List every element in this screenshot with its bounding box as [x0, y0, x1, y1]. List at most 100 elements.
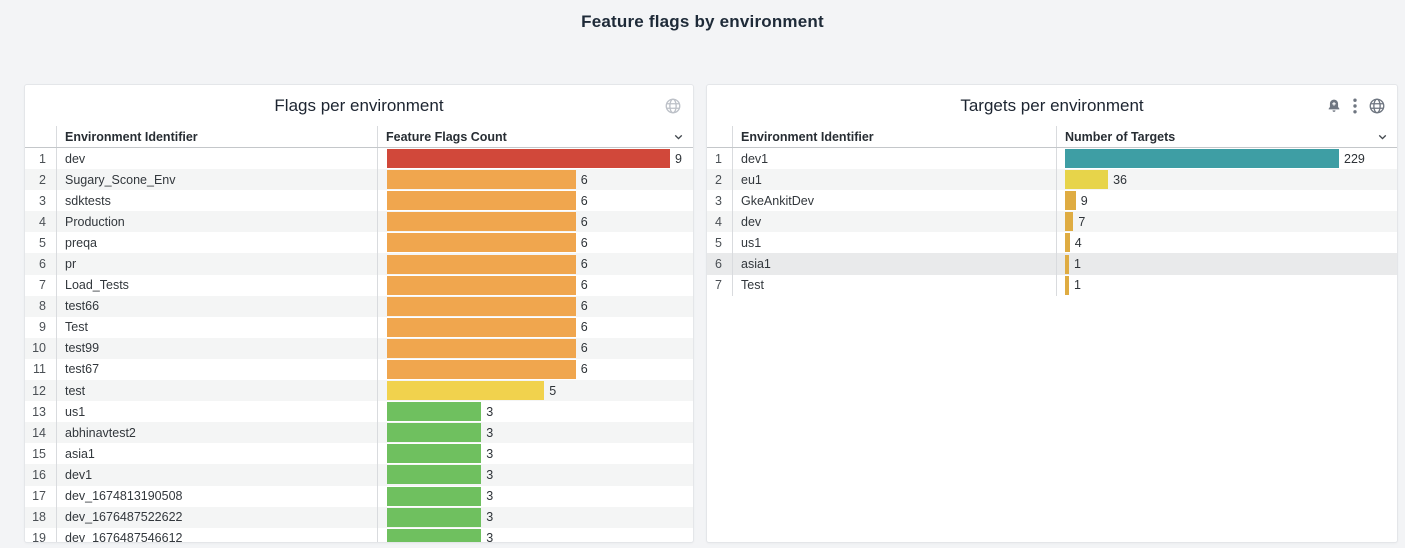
value-bar	[1065, 212, 1074, 232]
environment-name: dev_1674813190508	[56, 485, 377, 507]
panel-title: Targets per environment	[960, 95, 1144, 115]
table-row: 6 pr 6	[25, 253, 693, 275]
row-number: 2	[715, 172, 722, 187]
globe-icon[interactable]	[664, 97, 682, 115]
bar-value-label: 3	[486, 425, 494, 440]
row-number: 9	[39, 320, 46, 335]
environment-name: us1	[732, 232, 1056, 254]
column-header-environment[interactable]: Environment Identifier	[732, 126, 1056, 147]
bar-value-label: 6	[580, 341, 588, 356]
row-number: 3	[715, 193, 722, 208]
table-row: 8 test66 6	[25, 295, 693, 317]
chevron-down-icon[interactable]	[672, 130, 685, 143]
panel-targets-per-environment: Targets per environment	[706, 84, 1398, 543]
environment-name: preqa	[56, 232, 377, 254]
environment-name: pr	[56, 253, 377, 275]
bar-value-label: 6	[580, 193, 588, 208]
environment-name: Load_Tests	[56, 274, 377, 296]
bar-value-label: 6	[580, 320, 588, 335]
bar-cell: 6	[377, 169, 693, 191]
bar-cell: 6	[377, 337, 693, 359]
bar-cell: 1	[1056, 253, 1397, 275]
bar-value-label: 9	[675, 151, 682, 166]
bar-value-label: 1	[1074, 257, 1081, 272]
environment-name: dev	[56, 148, 377, 170]
bar-value-label: 1	[1074, 278, 1081, 293]
bar-cell: 9	[1056, 190, 1397, 212]
environment-name: dev_1676487546612	[56, 527, 377, 542]
table-row: 3 sdktests 6	[25, 190, 693, 212]
value-bar	[387, 233, 576, 253]
value-bar	[387, 423, 482, 443]
value-bar	[387, 149, 670, 169]
value-bar	[387, 381, 545, 401]
bar-value-label: 36	[1113, 172, 1127, 187]
bar-value-label: 6	[580, 235, 588, 250]
bar-value-label: 3	[486, 489, 494, 504]
value-bar	[1065, 254, 1069, 274]
bar-cell: 4	[1056, 232, 1397, 254]
row-number: 8	[39, 299, 46, 314]
bar-value-label: 6	[580, 278, 588, 293]
value-bar	[1065, 233, 1070, 253]
table-row: 17 dev_1674813190508 3	[25, 485, 693, 507]
row-number: 7	[715, 278, 722, 293]
value-bar	[387, 507, 482, 527]
table-header: Environment Identifier Feature Flags Cou…	[25, 126, 693, 148]
column-header-environment[interactable]: Environment Identifier	[56, 126, 377, 147]
bar-cell: 7	[1056, 211, 1397, 233]
kebab-menu-icon[interactable]	[1353, 98, 1357, 114]
row-number: 4	[39, 214, 46, 229]
table-row: 1 dev1 229	[707, 148, 1397, 170]
table-row: 4 Production 6	[25, 211, 693, 233]
row-number: 1	[39, 151, 46, 166]
dashboard-title: Feature flags by environment	[581, 12, 824, 31]
value-bar	[1065, 170, 1109, 190]
column-header-targets[interactable]: Number of Targets	[1056, 126, 1397, 147]
bar-value-label: 6	[580, 172, 588, 187]
bar-value-label: 3	[486, 404, 494, 419]
bar-value-label: 6	[580, 257, 588, 272]
bar-value-label: 7	[1078, 214, 1086, 229]
column-header-count[interactable]: Feature Flags Count	[377, 126, 693, 147]
row-number: 3	[39, 193, 46, 208]
bar-cell: 3	[377, 422, 693, 444]
row-number: 1	[715, 151, 722, 166]
table-row: 10 test99 6	[25, 337, 693, 359]
bar-cell: 36	[1056, 169, 1397, 191]
table-row: 2 eu1 36	[707, 169, 1397, 191]
value-bar	[387, 212, 576, 232]
bar-value-label: 6	[580, 214, 588, 229]
table-row: 3 GkeAnkitDev 9	[707, 190, 1397, 212]
bar-value-label: 3	[486, 531, 494, 543]
row-number-header	[25, 126, 56, 147]
row-number: 2	[39, 172, 46, 187]
panel-header: Flags per environment	[25, 85, 693, 126]
table-row: 19 dev_1676487546612 3	[25, 527, 693, 543]
bar-cell: 6	[377, 295, 693, 317]
environment-name: asia1	[732, 253, 1056, 275]
bar-value-label: 4	[1074, 235, 1082, 250]
table-row: 1 dev 9	[25, 148, 693, 170]
row-number: 14	[32, 425, 46, 440]
value-bar	[387, 191, 576, 211]
globe-icon[interactable]	[1368, 97, 1386, 115]
value-bar	[1065, 149, 1339, 169]
table-row: 2 Sugary_Scone_Env 6	[25, 169, 693, 191]
row-number: 19	[32, 531, 46, 543]
table-row: 15 asia1 3	[25, 443, 693, 465]
table-row: 16 dev1 3	[25, 464, 693, 486]
alert-bell-icon[interactable]	[1326, 98, 1342, 114]
value-bar	[387, 275, 576, 295]
bar-value-label: 3	[486, 467, 494, 482]
row-number: 17	[32, 489, 46, 504]
bar-value-label: 3	[486, 446, 494, 461]
row-number: 10	[32, 341, 46, 356]
environment-name: asia1	[56, 443, 377, 465]
chevron-down-icon[interactable]	[1376, 130, 1389, 143]
panel-title: Flags per environment	[274, 95, 444, 115]
bar-cell: 3	[377, 464, 693, 486]
table-row: 4 dev 7	[707, 211, 1397, 233]
bar-cell: 3	[377, 527, 693, 543]
environment-name: Sugary_Scone_Env	[56, 169, 377, 191]
